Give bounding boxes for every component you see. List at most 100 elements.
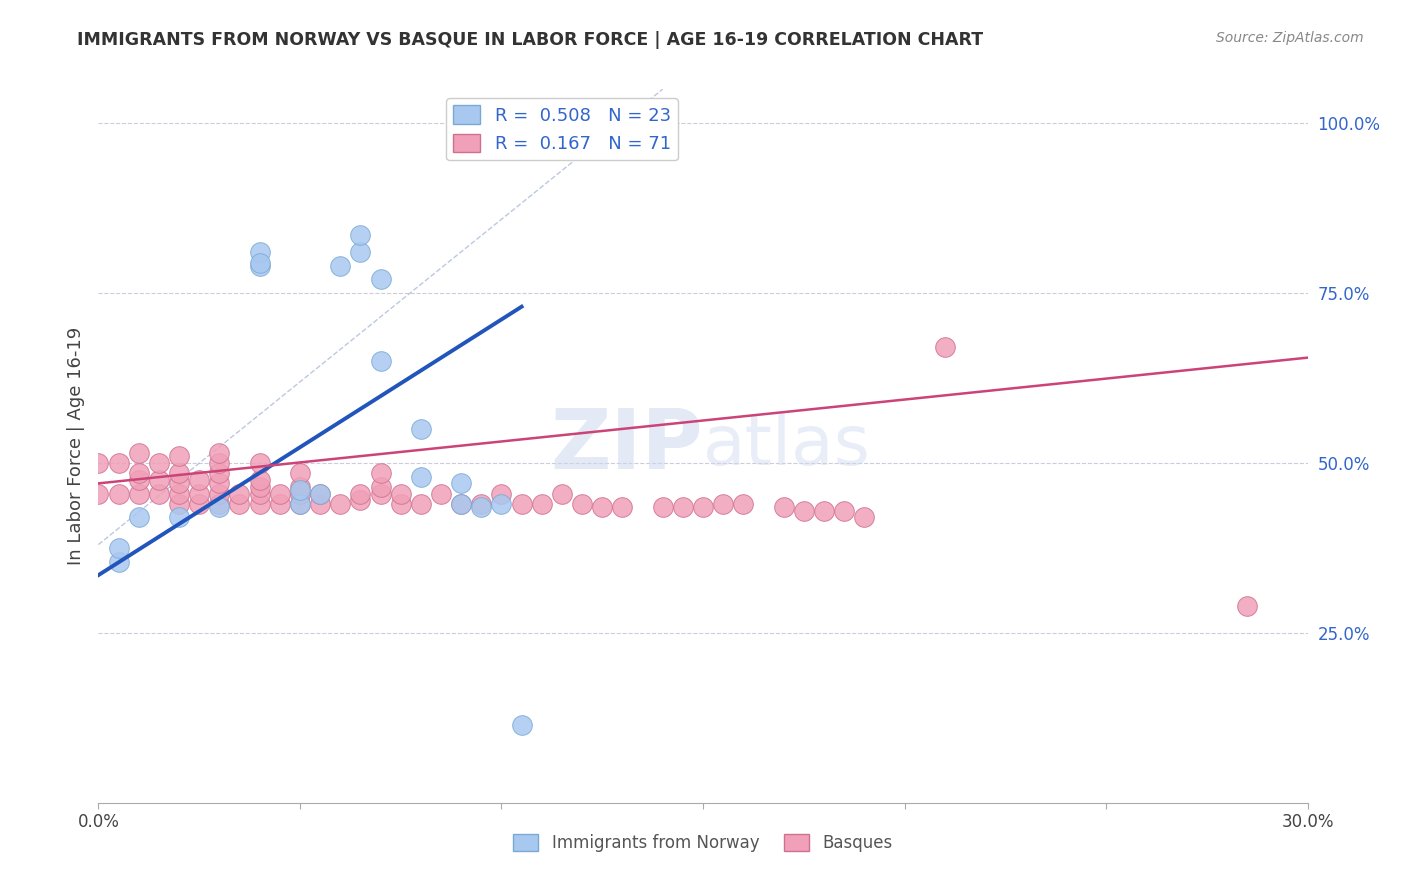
Point bbox=[249, 456, 271, 470]
Point bbox=[228, 497, 250, 511]
Point bbox=[269, 497, 291, 511]
Point bbox=[188, 473, 211, 487]
Point bbox=[208, 500, 231, 515]
Point bbox=[249, 245, 271, 260]
Point bbox=[288, 497, 311, 511]
Point bbox=[692, 500, 714, 515]
Point bbox=[249, 480, 271, 494]
Point bbox=[167, 449, 190, 463]
Point bbox=[491, 497, 513, 511]
Point bbox=[329, 497, 352, 511]
Text: ZIP: ZIP bbox=[551, 406, 703, 486]
Point bbox=[510, 497, 533, 511]
Point bbox=[370, 354, 392, 368]
Point bbox=[672, 500, 695, 515]
Point bbox=[288, 486, 311, 500]
Point bbox=[309, 486, 332, 500]
Point bbox=[853, 510, 876, 524]
Point bbox=[409, 422, 432, 436]
Point bbox=[389, 486, 412, 500]
Point bbox=[510, 717, 533, 731]
Point bbox=[772, 500, 794, 515]
Point bbox=[188, 497, 211, 511]
Point bbox=[370, 466, 392, 480]
Point bbox=[370, 272, 392, 286]
Point bbox=[389, 497, 412, 511]
Point bbox=[148, 473, 170, 487]
Point bbox=[551, 486, 574, 500]
Point bbox=[309, 497, 332, 511]
Point bbox=[591, 500, 613, 515]
Point bbox=[128, 510, 150, 524]
Point bbox=[309, 486, 332, 500]
Point bbox=[208, 456, 231, 470]
Point bbox=[208, 476, 231, 491]
Point bbox=[793, 503, 815, 517]
Point bbox=[832, 503, 855, 517]
Point bbox=[87, 486, 110, 500]
Point bbox=[188, 486, 211, 500]
Point bbox=[249, 486, 271, 500]
Point bbox=[167, 476, 190, 491]
Point bbox=[450, 476, 472, 491]
Point bbox=[167, 486, 190, 500]
Point bbox=[288, 497, 311, 511]
Point bbox=[470, 500, 492, 515]
Point bbox=[329, 259, 352, 273]
Point bbox=[530, 497, 553, 511]
Point bbox=[1236, 599, 1258, 613]
Point bbox=[470, 497, 492, 511]
Point bbox=[87, 456, 110, 470]
Point bbox=[167, 466, 190, 480]
Point bbox=[288, 466, 311, 480]
Point bbox=[934, 341, 956, 355]
Point bbox=[208, 497, 231, 511]
Point bbox=[107, 456, 129, 470]
Point bbox=[430, 486, 453, 500]
Point bbox=[249, 497, 271, 511]
Point bbox=[167, 497, 190, 511]
Point bbox=[269, 486, 291, 500]
Point bbox=[370, 480, 392, 494]
Point bbox=[249, 255, 271, 269]
Point bbox=[167, 510, 190, 524]
Point bbox=[208, 466, 231, 480]
Legend: Immigrants from Norway, Basques: Immigrants from Norway, Basques bbox=[506, 827, 900, 859]
Point bbox=[711, 497, 734, 511]
Point bbox=[370, 486, 392, 500]
Point bbox=[249, 473, 271, 487]
Point bbox=[349, 228, 371, 243]
Point bbox=[612, 500, 634, 515]
Point bbox=[288, 483, 311, 498]
Point bbox=[128, 473, 150, 487]
Point bbox=[349, 493, 371, 508]
Point bbox=[208, 486, 231, 500]
Point bbox=[148, 456, 170, 470]
Point bbox=[208, 446, 231, 460]
Point bbox=[349, 245, 371, 260]
Point bbox=[288, 480, 311, 494]
Point bbox=[107, 541, 129, 555]
Point bbox=[409, 497, 432, 511]
Point bbox=[249, 259, 271, 273]
Text: atlas: atlas bbox=[703, 412, 870, 480]
Point bbox=[128, 486, 150, 500]
Point bbox=[733, 497, 755, 511]
Point bbox=[491, 486, 513, 500]
Y-axis label: In Labor Force | Age 16-19: In Labor Force | Age 16-19 bbox=[66, 326, 84, 566]
Point bbox=[651, 500, 673, 515]
Point bbox=[813, 503, 835, 517]
Point bbox=[228, 486, 250, 500]
Point bbox=[450, 497, 472, 511]
Text: Source: ZipAtlas.com: Source: ZipAtlas.com bbox=[1216, 31, 1364, 45]
Point bbox=[148, 486, 170, 500]
Point bbox=[409, 469, 432, 483]
Point bbox=[128, 466, 150, 480]
Point bbox=[107, 486, 129, 500]
Point bbox=[450, 497, 472, 511]
Point bbox=[128, 446, 150, 460]
Point bbox=[107, 555, 129, 569]
Point bbox=[571, 497, 593, 511]
Point bbox=[349, 486, 371, 500]
Text: IMMIGRANTS FROM NORWAY VS BASQUE IN LABOR FORCE | AGE 16-19 CORRELATION CHART: IMMIGRANTS FROM NORWAY VS BASQUE IN LABO… bbox=[77, 31, 983, 49]
